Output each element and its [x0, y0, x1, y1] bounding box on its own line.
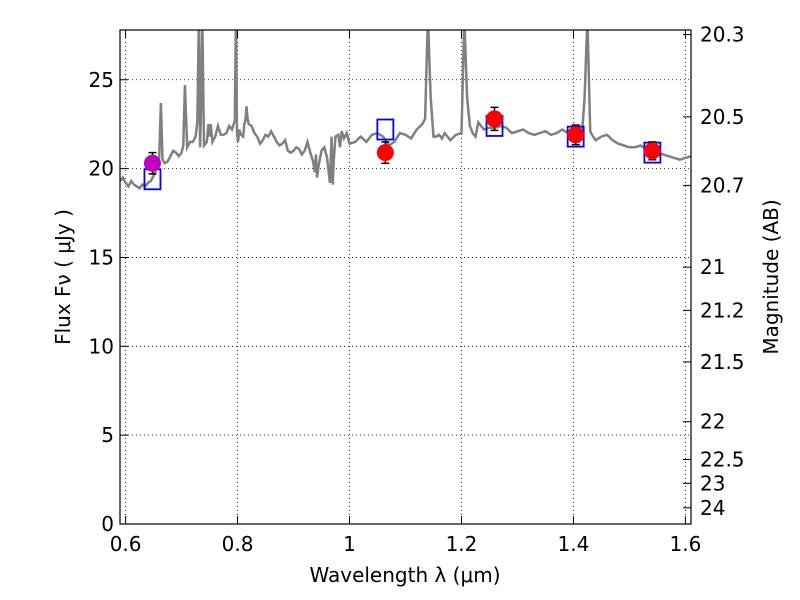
mag-tick-label: 21 [700, 255, 725, 279]
mag-tick-label: 24 [700, 496, 725, 520]
observed-point [486, 110, 504, 128]
y-tick-label: 25 [89, 68, 114, 92]
mag-tick-label: 22.5 [700, 447, 745, 471]
observed-point [143, 154, 161, 172]
x-tick-label: 0.8 [222, 532, 254, 556]
mag-tick-label: 21.5 [700, 350, 745, 374]
x-tick-label: 1.2 [446, 532, 478, 556]
mag-tick-label: 20.3 [700, 23, 745, 47]
x-tick-label: 1.6 [669, 532, 701, 556]
y2-axis-title: Magnitude (AB) [759, 199, 783, 354]
spectrum-layer [120, 30, 691, 190]
observed-point [376, 144, 394, 162]
spectrum-line [120, 30, 691, 190]
data-marks [143, 106, 662, 191]
mag-tick-label: 20.7 [700, 173, 745, 197]
y-tick-label: 15 [89, 245, 114, 269]
observed-point [643, 142, 661, 160]
x-tick-label: 1 [343, 532, 356, 556]
mag-tick-label: 23 [700, 471, 725, 495]
y-tick-label: 20 [89, 157, 114, 181]
y-tick-label: 5 [101, 423, 114, 447]
y-tick-label: 10 [89, 334, 114, 358]
x-tick-label: 0.6 [110, 532, 142, 556]
plot-frame [119, 29, 692, 525]
y-axis-title: Flux Fν ( μJy ) [51, 209, 75, 345]
x-axis-title: Wavelength λ (μm) [309, 563, 500, 587]
mag-tick-label: 21.2 [700, 298, 745, 322]
observed-point [567, 126, 585, 144]
x-tick-label: 1.4 [558, 532, 590, 556]
ticks: 0.6 0.8 1 1.2 1.4 1.6 0 5 10 15 20 25 20.3 20.5 20.7 21… [89, 23, 745, 556]
model-box [376, 118, 395, 141]
mag-tick-label: 20.5 [700, 105, 745, 129]
y-tick-label: 0 [101, 512, 114, 536]
mag-tick-label: 22 [700, 410, 725, 434]
